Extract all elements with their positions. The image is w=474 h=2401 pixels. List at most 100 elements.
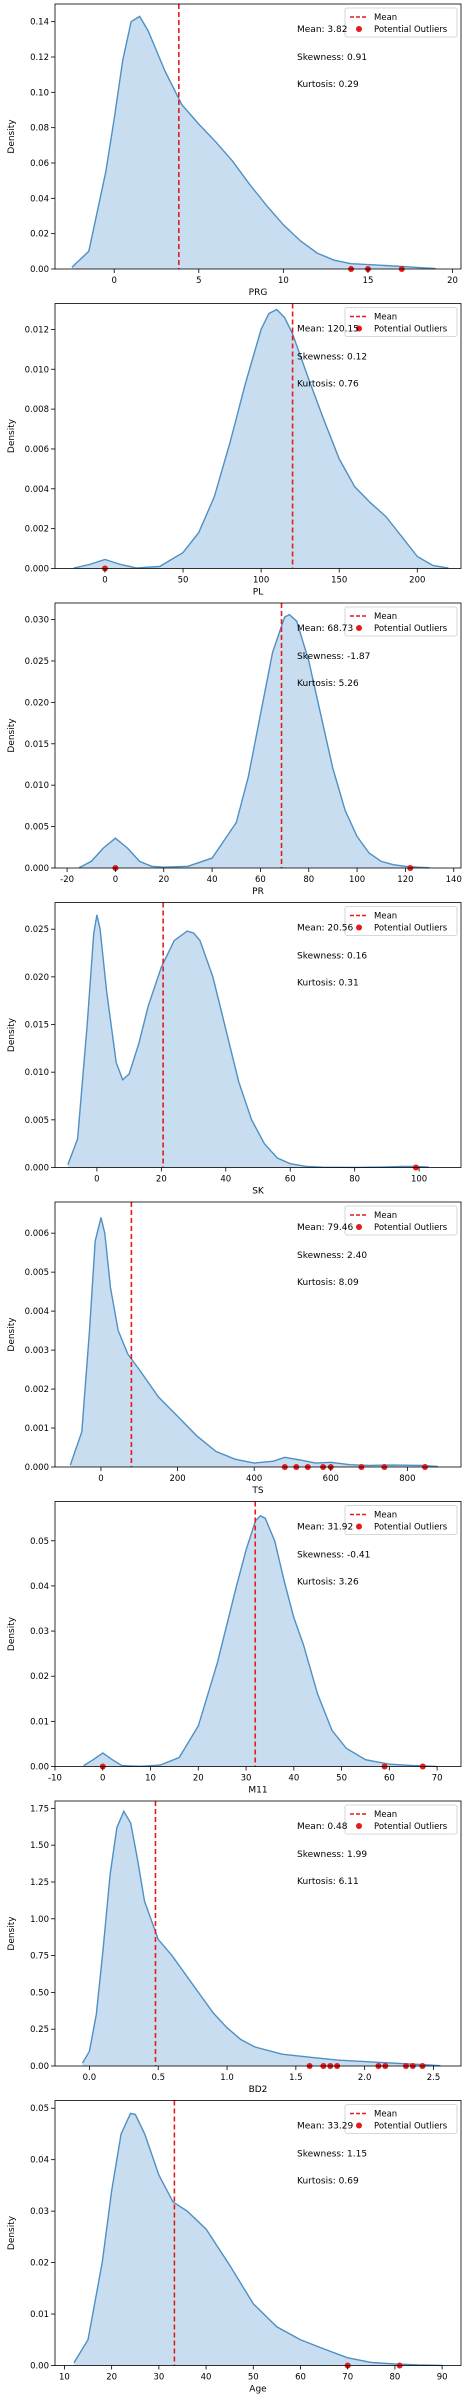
x-tick-label: 1.0 [220, 2073, 234, 2083]
y-tick-label: 0.010 [25, 1068, 49, 1078]
legend-mean-label: Mean [374, 1211, 397, 1221]
x-tick-label: 140 [446, 875, 462, 885]
x-tick-label: 60 [255, 875, 266, 885]
y-tick-label: 0.08 [30, 124, 49, 134]
legend-mean-label: Mean [374, 1810, 397, 1820]
x-tick-label: 1.5 [289, 2073, 303, 2083]
density-line [81, 1809, 441, 2067]
stat-kurtosis-text: Kurtosis: 3.26 [297, 1578, 359, 1588]
y-tick-label: 0.006 [25, 1229, 49, 1239]
x-tick-label: 60 [295, 2373, 306, 2383]
legend-outlier-label: Potential Outliers [374, 25, 448, 35]
x-tick-label: 20 [193, 1774, 204, 1784]
legend-outlier-label: Potential Outliers [374, 1523, 448, 1533]
legend-outlier-label: Potential Outliers [374, 1822, 448, 1832]
y-tick-label: 1.75 [30, 1804, 49, 1814]
y-tick-label: 0.02 [30, 1672, 49, 1682]
stat-kurtosis-text: Kurtosis: 8.09 [297, 1278, 359, 1288]
axes-frame [54, 902, 462, 1168]
x-tick-label: 50 [336, 1774, 347, 1784]
y-tick-label: 0.005 [25, 1268, 49, 1278]
stat-mean-text: Mean: 68.73 [297, 624, 353, 634]
y-tick-label: 0.06 [30, 159, 49, 169]
y-tick-label: 0.005 [25, 1116, 49, 1126]
legend-box [344, 307, 458, 337]
y-tick-label: 0.10 [30, 88, 49, 98]
axes-frame [54, 1201, 462, 1468]
chart-panel-ts: 0 200 400 600 800 0.000 0.001 0.002 0.003 0.004 0.… [7, 1201, 462, 1496]
x-tick-label: 200 [409, 576, 425, 586]
chart-panel-pr: -20 0 20 40 60 80 100 120 140 0.000 0.005 0.010 0.01… [7, 602, 462, 897]
legend-outlier-swatch [356, 625, 362, 631]
y-tick-label: 0.010 [25, 781, 49, 791]
x-tick-label: 100 [349, 875, 365, 885]
y-tick-label: 0.002 [25, 1385, 49, 1395]
x-tick-label: 50 [248, 2373, 259, 2383]
density-area [82, 1811, 441, 2066]
x-tick-label: 70 [432, 1774, 443, 1784]
x-axis-label: PR [252, 887, 264, 897]
density-area [73, 309, 449, 569]
x-tick-label: 80 [389, 2373, 400, 2383]
x-tick-label: 40 [201, 2373, 212, 2383]
legend-outlier-label: Potential Outliers [374, 325, 448, 335]
y-tick-label: 0.04 [30, 2156, 49, 2166]
stat-mean-text: Mean: 33.29 [297, 2122, 353, 2132]
y-tick-label: 0.50 [30, 1988, 49, 1998]
y-tick-label: 0.05 [30, 2104, 49, 2114]
stat-skewness-text: Skewness: 1.99 [297, 1850, 367, 1860]
legend-box [344, 1804, 458, 1835]
y-tick-label: 0.030 [25, 616, 49, 626]
x-tick-label: 50 [178, 576, 189, 586]
x-axis-label: Age [249, 2385, 267, 2395]
density-line [78, 613, 430, 869]
chart-panel-prg: 0 5 10 15 20 0.00 0.02 0.04 0.06 0.08 0.10 0.12 0.14… [7, 3, 462, 298]
y-tick-label: 0.012 [25, 325, 49, 335]
x-tick-label: 0 [98, 1474, 103, 1484]
y-tick-label: 0.005 [25, 823, 49, 833]
stat-kurtosis-text: Kurtosis: 0.31 [297, 979, 359, 989]
y-axis-label: Density [7, 1616, 17, 1651]
y-axis-label: Density [7, 718, 17, 753]
legend-outlier-swatch [356, 26, 362, 32]
x-tick-label: 0 [100, 1774, 105, 1784]
stat-skewness-text: Skewness: 0.16 [297, 952, 367, 962]
legend-outlier-label: Potential Outliers [374, 624, 448, 634]
y-tick-label: 0.000 [25, 1463, 49, 1473]
chart-panel-sk: 0 20 40 60 80 100 0.000 0.005 0.010 0.015 0.020 0.0… [7, 902, 462, 1197]
stat-kurtosis-text: Kurtosis: 6.11 [297, 1877, 359, 1887]
stat-skewness-text: Skewness: -1.87 [297, 652, 370, 662]
y-tick-label: 0.00 [30, 265, 49, 275]
x-tick-label: -20 [60, 875, 74, 885]
y-axis-label: Density [7, 2215, 17, 2250]
x-tick-label: 120 [397, 875, 413, 885]
legend-outlier-swatch [356, 1224, 362, 1230]
y-tick-label: 0.04 [30, 1582, 49, 1592]
y-tick-label: 0.05 [30, 1537, 49, 1547]
stat-mean-text: Mean: 120.15 [297, 325, 359, 335]
x-tick-label: 100 [253, 576, 269, 586]
stat-mean-text: Mean: 3.82 [297, 25, 347, 35]
legend-box [344, 1505, 458, 1535]
y-tick-label: 1.50 [30, 1841, 49, 1851]
y-axis-label: Density [7, 1017, 17, 1052]
y-tick-label: 0.015 [25, 1021, 49, 1031]
density-line [73, 2112, 443, 2367]
x-tick-label: 40 [288, 1774, 299, 1784]
stat-mean-text: Mean: 31.92 [297, 1523, 353, 1533]
legend-outlier-label: Potential Outliers [374, 1223, 448, 1233]
y-tick-label: 0.008 [25, 405, 49, 415]
y-tick-label: 0.004 [25, 485, 49, 495]
y-tick-label: 0.04 [30, 194, 49, 204]
x-axis-label: PL [253, 588, 263, 598]
stat-skewness-text: Skewness: 0.12 [297, 353, 367, 363]
legend-mean-label: Mean [374, 2110, 397, 2120]
chart-panel-m11: -10 0 10 20 30 40 50 60 70 0.00 0.01 0.02 0.03 0.04 0.… [7, 1501, 462, 1796]
density-area [73, 2113, 443, 2366]
x-tick-label: 150 [331, 576, 347, 586]
x-tick-label: 40 [220, 1175, 231, 1185]
legend-outlier-label: Potential Outliers [374, 2122, 448, 2132]
x-tick-label: 2.5 [427, 2073, 441, 2083]
